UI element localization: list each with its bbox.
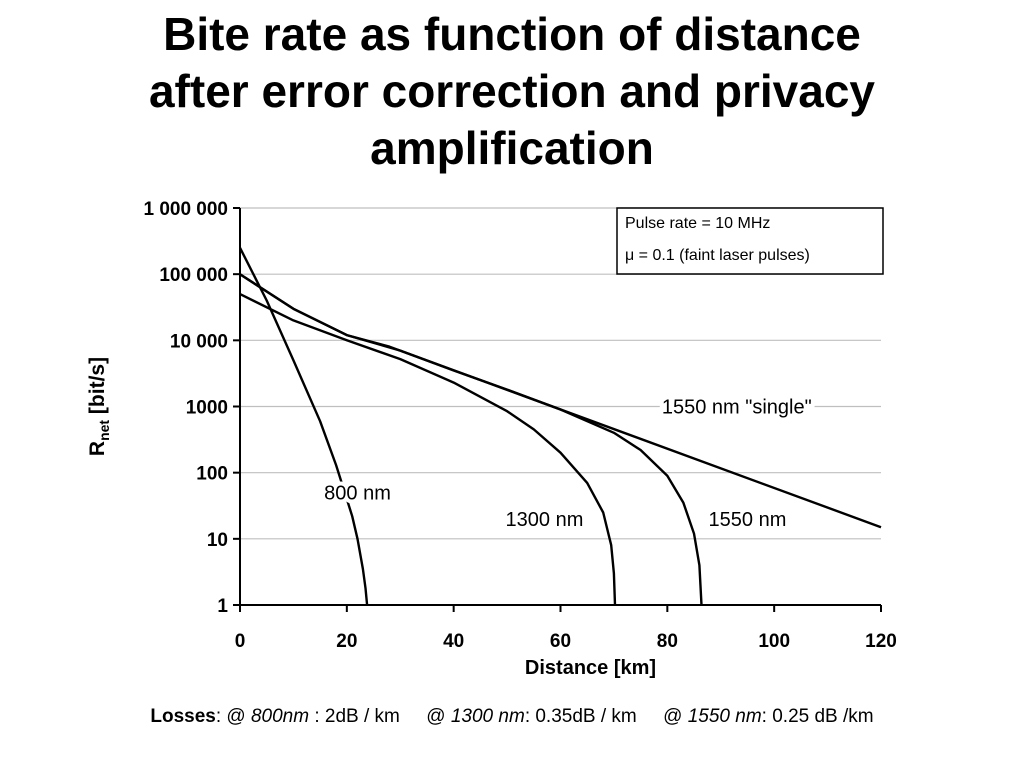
slide-title: Bite rate as function of distance after … (40, 6, 984, 177)
title-line-2: after error correction and privacy (148, 65, 876, 117)
x-tick-label-5: 100 (758, 631, 790, 652)
series-line-2 (239, 273, 703, 606)
bit-rate-chart: 1 000 000 100 000 10 000 1000 100 10 10 20 40 60 8… (86, 199, 897, 679)
x-tick-label-1: 20 (336, 631, 357, 652)
y-tick-label-1: 100 000 (159, 265, 228, 286)
annotation-line-1: μ = 0.1 (faint laser pulses) (625, 247, 810, 264)
loss-800-value: : 2dB / km @ (309, 706, 451, 727)
y-tick-label-4: 100 (196, 464, 228, 485)
series-label-0: 800 nm (324, 483, 391, 505)
y-tick-label-5: 10 (207, 530, 228, 551)
y-tick-label-0: 1 000 000 (143, 199, 228, 220)
title-line-1: Bite rate as function of distance (163, 8, 861, 60)
losses-sep: : @ (215, 706, 251, 727)
series-line-3 (239, 273, 882, 529)
y-tick-label-2: 10 000 (170, 331, 228, 352)
series-line-1 (239, 293, 617, 606)
losses-label: Losses (150, 706, 216, 727)
series-line-0 (238, 247, 369, 606)
y-tick-label-6: 1 (217, 596, 228, 617)
x-tick-label-2: 40 (443, 631, 464, 652)
annotation-box (616, 207, 884, 275)
losses-footnote: Losses: @ 800nm : 2dB / km @ 1300 nm: 0.… (0, 706, 1024, 728)
series-label-2: 1550 nm (709, 509, 787, 531)
x-tick-label-6: 120 (865, 631, 897, 652)
loss-1300-value: : 0.35dB / km @ (524, 706, 688, 727)
annotation-line-0: Pulse rate = 10 MHz (625, 215, 770, 232)
loss-800-wavelength: 800nm (250, 706, 310, 727)
series-label-1: 1300 nm (506, 509, 584, 531)
loss-1300-wavelength: 1300 nm (450, 706, 525, 727)
title-line-3: amplification (370, 122, 654, 174)
y-tick-label-3: 1000 (186, 398, 228, 419)
loss-1550-wavelength: 1550 nm (687, 706, 762, 727)
x-tick-label-0: 0 (235, 631, 246, 652)
loss-1550-value: : 0.25 dB /km (761, 706, 874, 727)
x-tick-label-4: 80 (657, 631, 678, 652)
x-tick-label-3: 60 (550, 631, 571, 652)
x-axis-label: Distance [km] (525, 657, 656, 679)
y-axis-label: Rnet [bit/s] (86, 357, 112, 456)
series-label-3: 1550 nm "single" (662, 397, 812, 419)
